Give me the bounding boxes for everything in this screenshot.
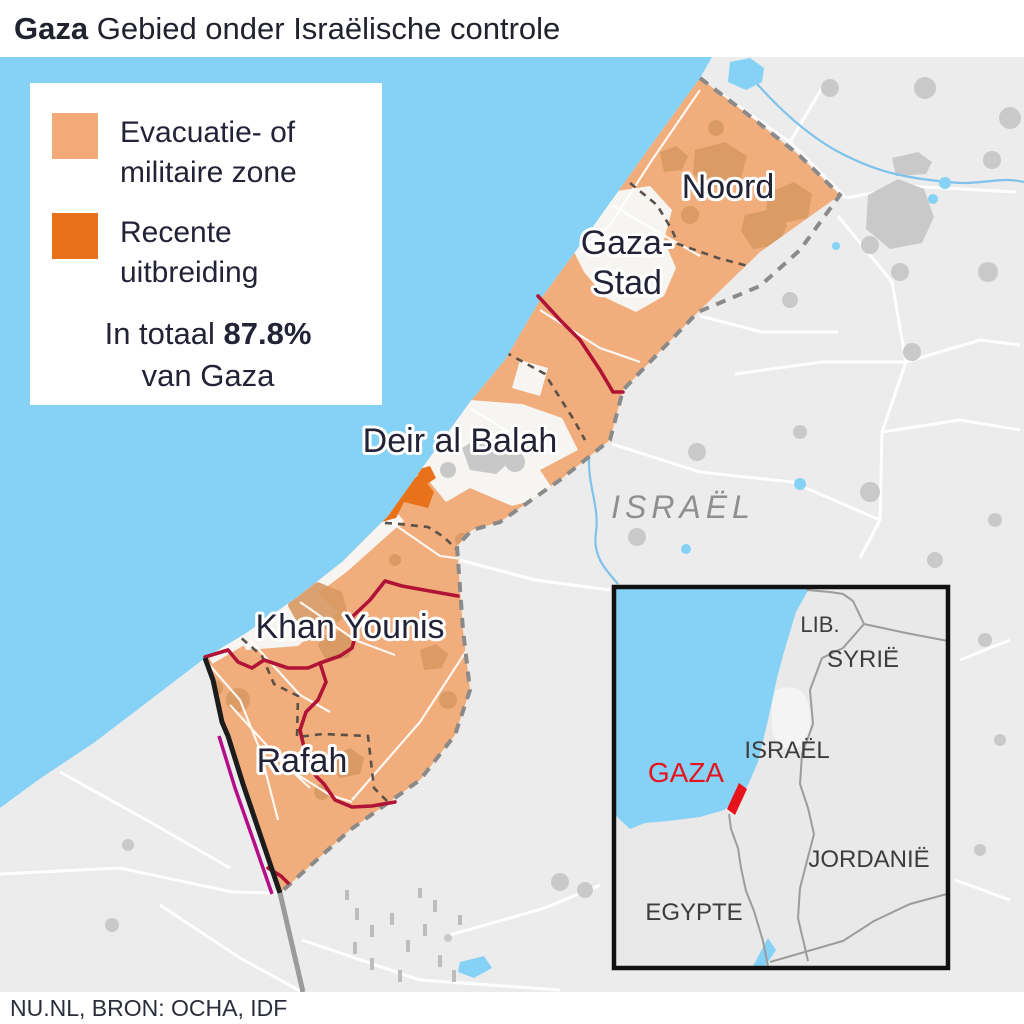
inset-west-bank	[771, 687, 811, 749]
label-noord: Noord	[682, 168, 775, 206]
gaza-border-dashed	[278, 76, 843, 895]
page-title: Gaza Gebied onder Israëlische controle	[0, 0, 1024, 46]
israel-urban-areas	[105, 77, 1021, 942]
inset-label-egypte: EGYPTE	[645, 899, 742, 926]
title-brand: Gaza	[14, 11, 89, 46]
legend-label-recent: Recente uitbreiding	[120, 216, 259, 289]
rivers	[458, 58, 1024, 978]
inset-map: LIB. SYRIË ISRAËL GAZA JORDANIË EGYPTE	[611, 584, 951, 971]
label-deir-al-balah: Deir al Balah	[363, 422, 558, 460]
legend-item-evacuation: Evacuatie- of militaire zone	[52, 113, 364, 193]
legend-label-evacuation: Evacuatie- of militaire zone	[120, 116, 297, 189]
legend: Evacuatie- of militaire zone Recente uit…	[30, 83, 382, 405]
label-gaza-stad-line1: Gaza-	[581, 224, 674, 262]
total-percentage: 87.8%	[223, 316, 312, 351]
inset-label-gaza: GAZA	[648, 757, 725, 788]
inset-gaza-strip	[727, 783, 747, 815]
inset-label-lib: LIB.	[800, 612, 839, 637]
inset-label-jordanie: JORDANIË	[808, 846, 929, 873]
label-khan-younis: Khan Younis	[255, 608, 444, 646]
title-text: Gebied onder Israëlische controle	[88, 11, 561, 46]
gaza-urban-areas	[207, 120, 812, 800]
recent-expansion-swatch	[52, 213, 98, 259]
inset-gulf-aqaba	[752, 938, 776, 968]
source-credit: NU.NL, BRON: OCHA, IDF	[10, 995, 288, 1021]
governorate-boundaries	[231, 181, 749, 805]
inset-sea	[614, 587, 810, 829]
legend-total: In totaal 87.8% van Gaza	[104, 316, 312, 393]
military-corridor-lines	[203, 294, 625, 885]
label-israel: ISRAËL	[611, 489, 755, 525]
legend-item-recent: Recente uitbreiding	[52, 213, 364, 293]
philadelphi-line	[217, 735, 274, 895]
main-map: Noord Gaza- Stad Deir al Balah Khan Youn…	[0, 57, 1024, 994]
evacuation-zone-swatch	[52, 113, 98, 159]
egypt-border-line	[202, 657, 283, 894]
label-gaza-stad-line2: Stad	[592, 264, 662, 302]
field-specks	[345, 888, 462, 982]
label-rafah: Rafah	[257, 742, 348, 780]
inset-country-borders	[728, 589, 948, 967]
inset-label-israel: ISRAËL	[744, 737, 829, 764]
egypt-border-continuation	[277, 892, 306, 993]
inset-label-syrie: SYRIË	[827, 646, 899, 673]
inset-border	[611, 584, 951, 971]
header: Gaza Gebied onder Israëlische controle	[0, 0, 1024, 57]
